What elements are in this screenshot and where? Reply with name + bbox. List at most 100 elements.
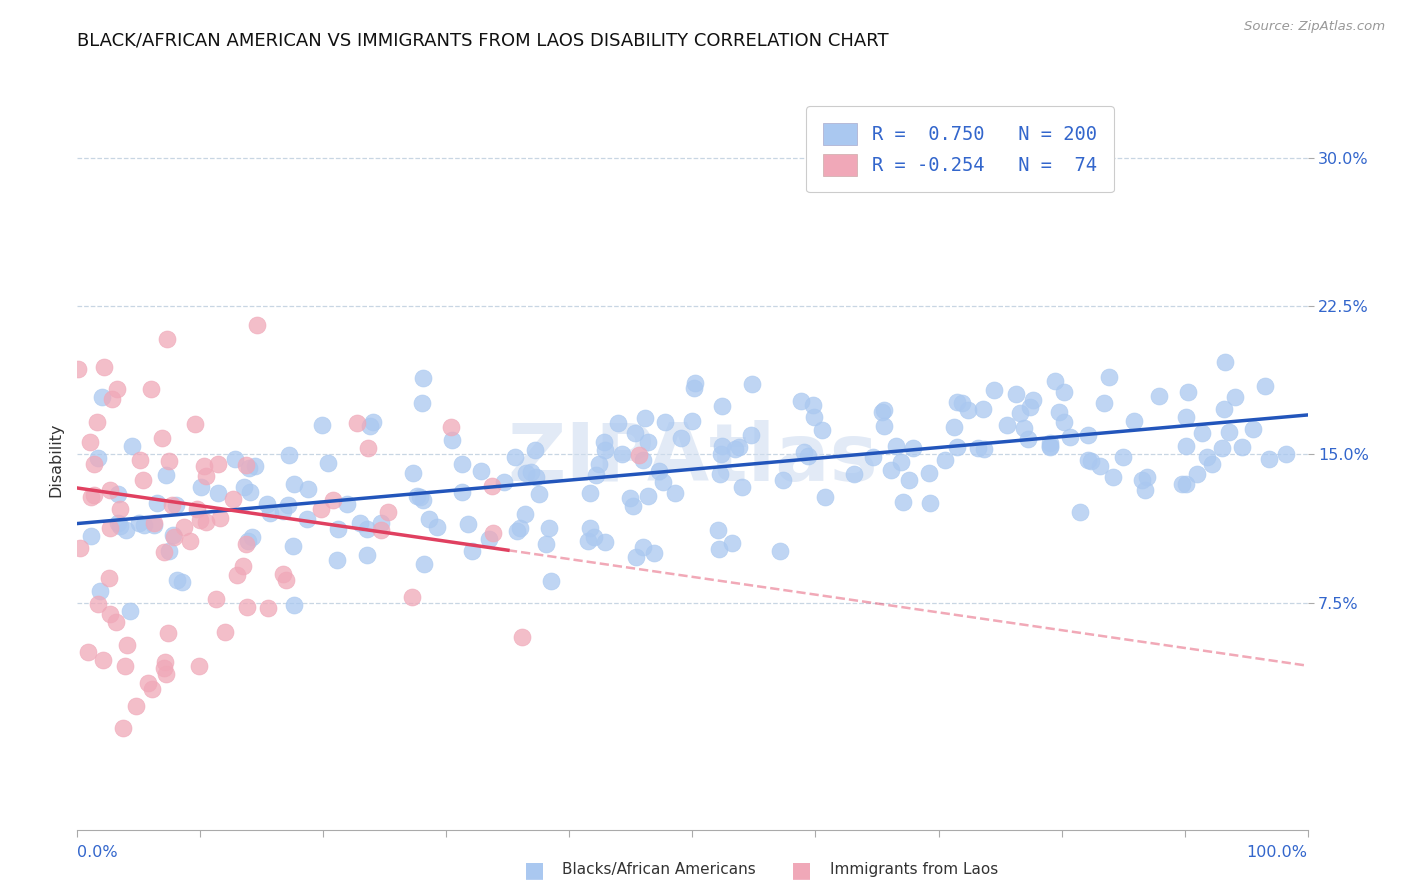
Point <box>297 482 319 496</box>
Point <box>1212 401 1234 416</box>
Point <box>349 516 371 531</box>
Point <box>121 439 143 453</box>
Point <box>271 504 294 518</box>
Point <box>918 467 941 481</box>
Point <box>540 574 562 589</box>
Point <box>346 416 368 430</box>
Point <box>918 495 941 509</box>
Point <box>582 529 605 543</box>
Point <box>214 624 236 639</box>
Point <box>1101 470 1123 484</box>
Point <box>628 448 651 462</box>
Point <box>983 383 1005 397</box>
Point <box>1230 440 1253 454</box>
Point <box>897 474 920 488</box>
Point <box>87 597 110 611</box>
Point <box>232 558 254 573</box>
Point <box>470 464 492 478</box>
Text: ■: ■ <box>524 860 544 880</box>
Point <box>579 521 602 535</box>
Point <box>973 442 995 456</box>
Point <box>165 498 187 512</box>
Point <box>357 442 380 456</box>
Point <box>190 480 212 494</box>
Point <box>283 598 305 612</box>
Point <box>595 442 617 457</box>
Point <box>150 431 173 445</box>
Point <box>682 381 704 395</box>
Point <box>173 520 195 534</box>
Point <box>652 475 675 489</box>
Point <box>880 463 903 477</box>
Point <box>141 382 163 396</box>
Point <box>83 488 105 502</box>
Point <box>1077 428 1099 442</box>
Point <box>311 417 333 432</box>
Point <box>98 571 121 585</box>
Point <box>503 450 526 465</box>
Point <box>585 468 607 483</box>
Point <box>451 457 474 471</box>
Point <box>1047 404 1070 418</box>
Point <box>1135 483 1157 497</box>
Point <box>79 435 101 450</box>
Point <box>153 655 176 669</box>
Point <box>619 491 641 505</box>
Point <box>790 394 813 409</box>
Point <box>1257 451 1279 466</box>
Point <box>1052 384 1074 399</box>
Point <box>889 455 911 469</box>
Point <box>115 523 138 537</box>
Point <box>461 544 484 558</box>
Point <box>1123 414 1146 428</box>
Point <box>1043 374 1066 388</box>
Point <box>1195 450 1218 464</box>
Point <box>1211 441 1233 455</box>
Point <box>1191 426 1213 441</box>
Point <box>1130 473 1153 487</box>
Point <box>1017 432 1039 446</box>
Point <box>576 534 599 549</box>
Point <box>972 402 994 417</box>
Point <box>1098 369 1121 384</box>
Point <box>240 530 263 544</box>
Point <box>671 432 693 446</box>
Point <box>610 447 633 461</box>
Point <box>1223 390 1246 404</box>
Point <box>450 484 472 499</box>
Point <box>325 553 347 567</box>
Point <box>205 592 228 607</box>
Point <box>236 533 259 548</box>
Point <box>520 465 543 479</box>
Point <box>162 528 184 542</box>
Point <box>510 630 533 644</box>
Point <box>141 682 163 697</box>
Point <box>995 418 1018 433</box>
Point <box>370 516 392 531</box>
Point <box>592 434 614 449</box>
Point <box>801 398 824 412</box>
Point <box>245 318 267 332</box>
Point <box>796 449 818 463</box>
Point <box>124 699 146 714</box>
Point <box>506 524 529 538</box>
Point <box>1149 389 1171 403</box>
Text: BLACK/AFRICAN AMERICAN VS IMMIGRANTS FROM LAOS DISABILITY CORRELATION CHART: BLACK/AFRICAN AMERICAN VS IMMIGRANTS FRO… <box>77 31 889 49</box>
Point <box>322 493 344 508</box>
Point <box>637 489 659 503</box>
Point <box>153 545 176 559</box>
Point <box>681 414 703 428</box>
Point <box>624 550 647 565</box>
Point <box>654 415 676 429</box>
Point <box>401 591 423 605</box>
Point <box>1052 415 1074 429</box>
Point <box>772 473 794 487</box>
Point <box>1077 453 1099 467</box>
Point <box>710 447 733 461</box>
Point <box>145 496 167 510</box>
Point <box>316 456 339 470</box>
Point <box>884 439 907 453</box>
Point <box>160 498 183 512</box>
Point <box>1218 425 1240 439</box>
Point <box>132 473 155 487</box>
